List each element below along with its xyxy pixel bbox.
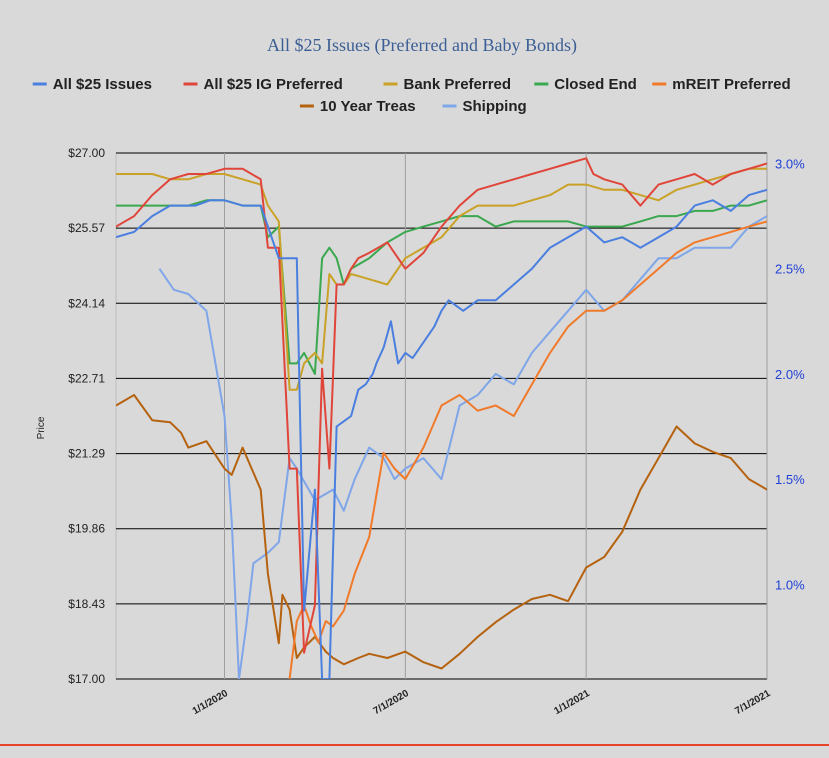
legend-item: All $25 Issues [32, 76, 152, 93]
y-left-tick-label: $25.57 [68, 221, 105, 235]
y-axis-label: Price [36, 416, 47, 439]
series-line-all-25-issues [116, 188, 767, 679]
x-tick-label: 7/1/2020 [372, 688, 412, 717]
legend-label: 10 Year Treas [320, 98, 416, 115]
legend-label: All $25 Issues [53, 76, 152, 93]
legend-item: Bank Preferred [383, 76, 512, 93]
y-left-tick-label: $24.14 [68, 296, 105, 310]
legend-item: mREIT Preferred [652, 76, 791, 93]
legend-label: mREIT Preferred [672, 76, 790, 93]
legend-item: Shipping [442, 98, 527, 115]
legend-item: 10 Year Treas [299, 98, 416, 115]
y-left-tick-label: $18.43 [68, 597, 105, 611]
y-right-tick-label: 1.5% [775, 472, 805, 487]
y-left-tick-label: $21.29 [68, 447, 105, 461]
series-group [116, 157, 767, 679]
series-line-10-year-treas [116, 394, 767, 670]
legend-label: All $25 IG Preferred [204, 76, 343, 93]
y-right-tick-label: 3.0% [775, 157, 805, 172]
x-tick-label: 1/1/2021 [552, 688, 592, 717]
legend-item: All $25 IG Preferred [183, 76, 343, 93]
y-left-tick-label: $22.71 [68, 371, 105, 385]
chart-title: All $25 Issues (Preferred and Baby Bonds… [267, 35, 577, 56]
series-line-shipping [158, 215, 767, 679]
series-line-bank-preferred [116, 167, 767, 391]
y-right-tick-label: 2.5% [775, 262, 805, 277]
legend-label: Closed End [554, 76, 637, 93]
bottom-bar [0, 744, 829, 758]
legend-label: Shipping [463, 98, 527, 115]
y-left-tick-label: $27.00 [68, 146, 105, 160]
grid [115, 152, 768, 680]
y-right-tick-label: 2.0% [775, 367, 805, 382]
legend: All $25 Issues All $25 IG Preferred Bank P… [32, 76, 791, 115]
y-left-tick-label: $17.00 [68, 672, 105, 686]
series-line-all-25-ig-preferred [116, 157, 767, 654]
x-tick-label: 1/1/2020 [191, 688, 231, 717]
y-left-tick-label: $19.86 [68, 522, 105, 536]
x-tick-label: 7/1/2021 [733, 688, 773, 717]
legend-label: Bank Preferred [404, 76, 512, 93]
y-right-tick-label: 1.0% [775, 577, 805, 592]
legend-item: Closed End [534, 76, 637, 93]
series-line-mreit-preferred [288, 220, 767, 679]
